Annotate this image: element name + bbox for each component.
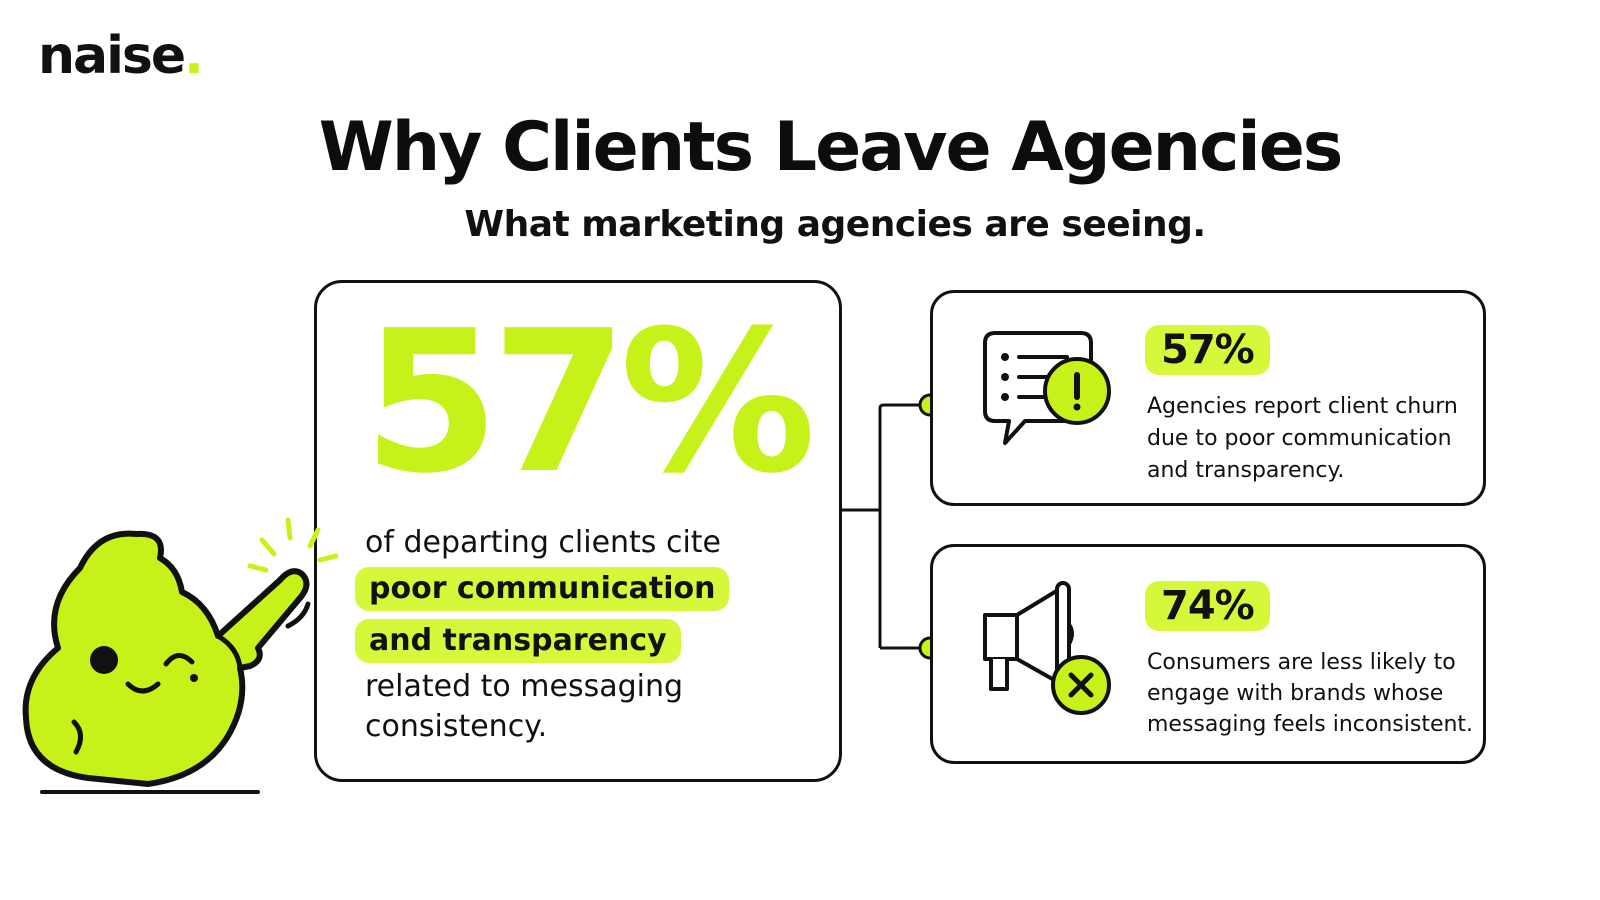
stat-card-consistency: 74% Consumers are less likely to engage …: [930, 544, 1486, 764]
stat-card-text: Consumers are less likely to engage with…: [1147, 650, 1474, 737]
megaphone-x-icon: [983, 581, 1111, 715]
main-stat-value: 57%: [363, 289, 816, 517]
stat-card-text: Agencies report client churn due to poor…: [1147, 394, 1458, 483]
stat-card-value: 57%: [1145, 325, 1270, 375]
main-stat-line2: related to messaging: [365, 669, 684, 704]
winking-mascot-icon: [22, 517, 339, 794]
brand-name: naise: [38, 26, 186, 86]
chat-alert-icon: [983, 331, 1111, 445]
main-stat-highlight2: and transparency: [355, 619, 681, 663]
stat-card-communication: 57% Agencies report client churn due to …: [930, 290, 1486, 506]
page-title: Why Clients Leave Agencies: [318, 108, 1344, 187]
main-stat-description: of departing clients cite poor communica…: [355, 523, 825, 747]
main-stat-line1: of departing clients cite: [365, 525, 722, 560]
brand-logo[interactable]: naise.: [38, 26, 204, 86]
main-stat-card: 57% of departing clients cite poor commu…: [314, 280, 842, 782]
stat-card-value: 74%: [1145, 581, 1270, 631]
brand-dot: .: [184, 26, 204, 86]
page-subtitle: What marketing agencies are seeing.: [464, 204, 1206, 245]
main-stat-line3: consistency.: [365, 709, 548, 744]
main-stat-highlight1: poor communication: [355, 567, 730, 611]
